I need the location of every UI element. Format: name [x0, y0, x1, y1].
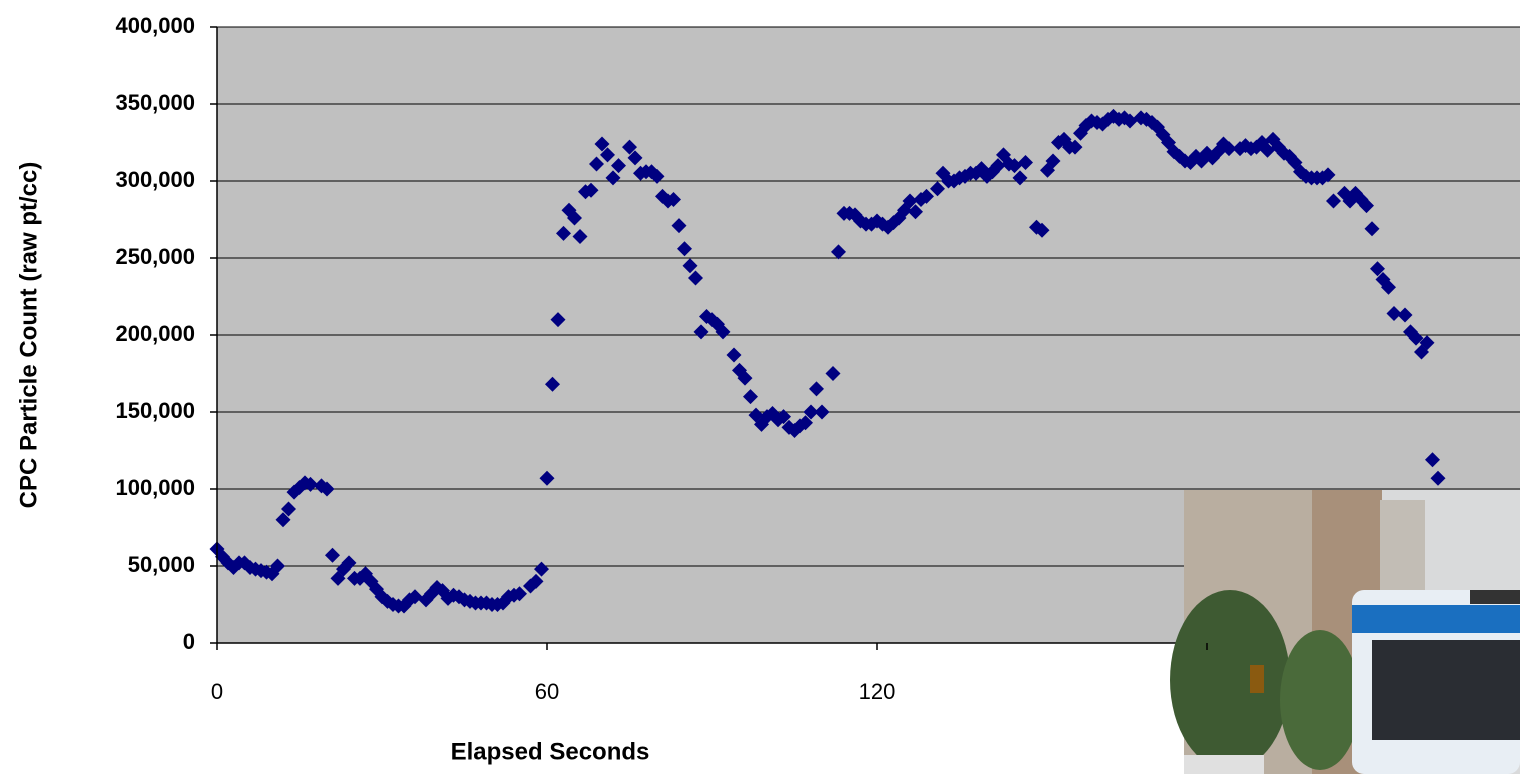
- x-tick-label: 120: [859, 679, 896, 704]
- point: [1221, 141, 1237, 157]
- x-tick-label: 60: [535, 679, 559, 704]
- point: [281, 501, 296, 517]
- point: [341, 555, 357, 571]
- point: [649, 168, 665, 184]
- point: [682, 258, 698, 274]
- y-tick-label: 0: [183, 629, 195, 654]
- point: [671, 218, 687, 234]
- point: [1370, 261, 1385, 277]
- point: [528, 573, 544, 589]
- point: [666, 191, 681, 207]
- photo-tree: [1170, 590, 1290, 770]
- y-tick-label: 350,000: [115, 90, 195, 115]
- point: [1007, 158, 1022, 174]
- point: [407, 589, 423, 605]
- point: [930, 181, 945, 197]
- point: [1364, 221, 1380, 237]
- point: [1018, 155, 1033, 171]
- photo-tree: [1280, 630, 1360, 770]
- point: [688, 270, 703, 286]
- photo-bus-sign: [1470, 590, 1520, 604]
- point: [902, 193, 918, 209]
- x-axis-title: Elapsed Seconds: [451, 738, 650, 765]
- point: [1073, 125, 1088, 141]
- point: [550, 312, 566, 328]
- point: [534, 561, 549, 577]
- point: [1320, 167, 1336, 183]
- point: [1408, 330, 1424, 346]
- point: [1067, 139, 1083, 155]
- point: [1419, 335, 1435, 351]
- plot-layer: [209, 26, 1520, 614]
- point: [1425, 452, 1440, 468]
- y-tick-label: 300,000: [115, 167, 195, 192]
- point: [270, 558, 285, 574]
- point: [567, 210, 582, 226]
- point: [726, 347, 742, 363]
- point: [611, 158, 626, 174]
- point: [1034, 222, 1050, 238]
- point: [990, 158, 1006, 174]
- point: [814, 404, 830, 420]
- point: [622, 139, 637, 155]
- point: [743, 389, 758, 405]
- photo-car: [1184, 755, 1264, 774]
- point: [1386, 305, 1402, 321]
- y-tick-label: 250,000: [115, 244, 195, 269]
- point: [600, 147, 615, 163]
- point: [572, 228, 588, 244]
- point: [605, 170, 621, 186]
- y-tick-label: 150,000: [115, 398, 195, 423]
- y-tick-label: 50,000: [128, 552, 195, 577]
- point: [545, 376, 560, 392]
- point: [1359, 198, 1374, 214]
- point: [325, 547, 340, 563]
- point: [798, 415, 813, 431]
- x-tick-label: 0: [211, 679, 223, 704]
- y-tick-label: 400,000: [115, 13, 195, 38]
- point: [677, 241, 692, 257]
- y-tick-label: 200,000: [115, 321, 195, 346]
- point: [919, 188, 934, 204]
- point: [1122, 113, 1138, 129]
- point: [809, 381, 824, 397]
- point: [1045, 153, 1061, 169]
- point: [512, 586, 527, 602]
- point: [303, 476, 318, 492]
- point: [908, 204, 923, 220]
- point: [1397, 307, 1413, 323]
- point: [1430, 470, 1446, 486]
- point: [556, 225, 571, 241]
- point: [737, 370, 753, 386]
- y-axis-title: CPC Particle Count (raw pt/cc): [15, 162, 42, 509]
- point: [1260, 142, 1275, 158]
- point: [1150, 119, 1165, 135]
- point: [583, 182, 599, 198]
- point: [589, 156, 604, 172]
- photo-bus-window: [1372, 640, 1520, 740]
- point: [319, 481, 335, 497]
- point: [825, 366, 841, 381]
- point: [627, 150, 643, 166]
- point: [594, 136, 610, 152]
- point: [715, 324, 731, 340]
- point: [693, 324, 709, 340]
- point: [776, 409, 791, 425]
- photo-traffic-light: [1250, 665, 1264, 693]
- point: [831, 244, 846, 260]
- point: [1012, 170, 1028, 186]
- photo-bus-stripe: [1352, 605, 1520, 633]
- point: [275, 512, 291, 528]
- photo-inset: [1170, 490, 1520, 774]
- y-tick-label: 100,000: [115, 475, 195, 500]
- point: [1326, 193, 1341, 209]
- point: [539, 470, 555, 486]
- point: [1381, 279, 1396, 295]
- point: [803, 404, 819, 420]
